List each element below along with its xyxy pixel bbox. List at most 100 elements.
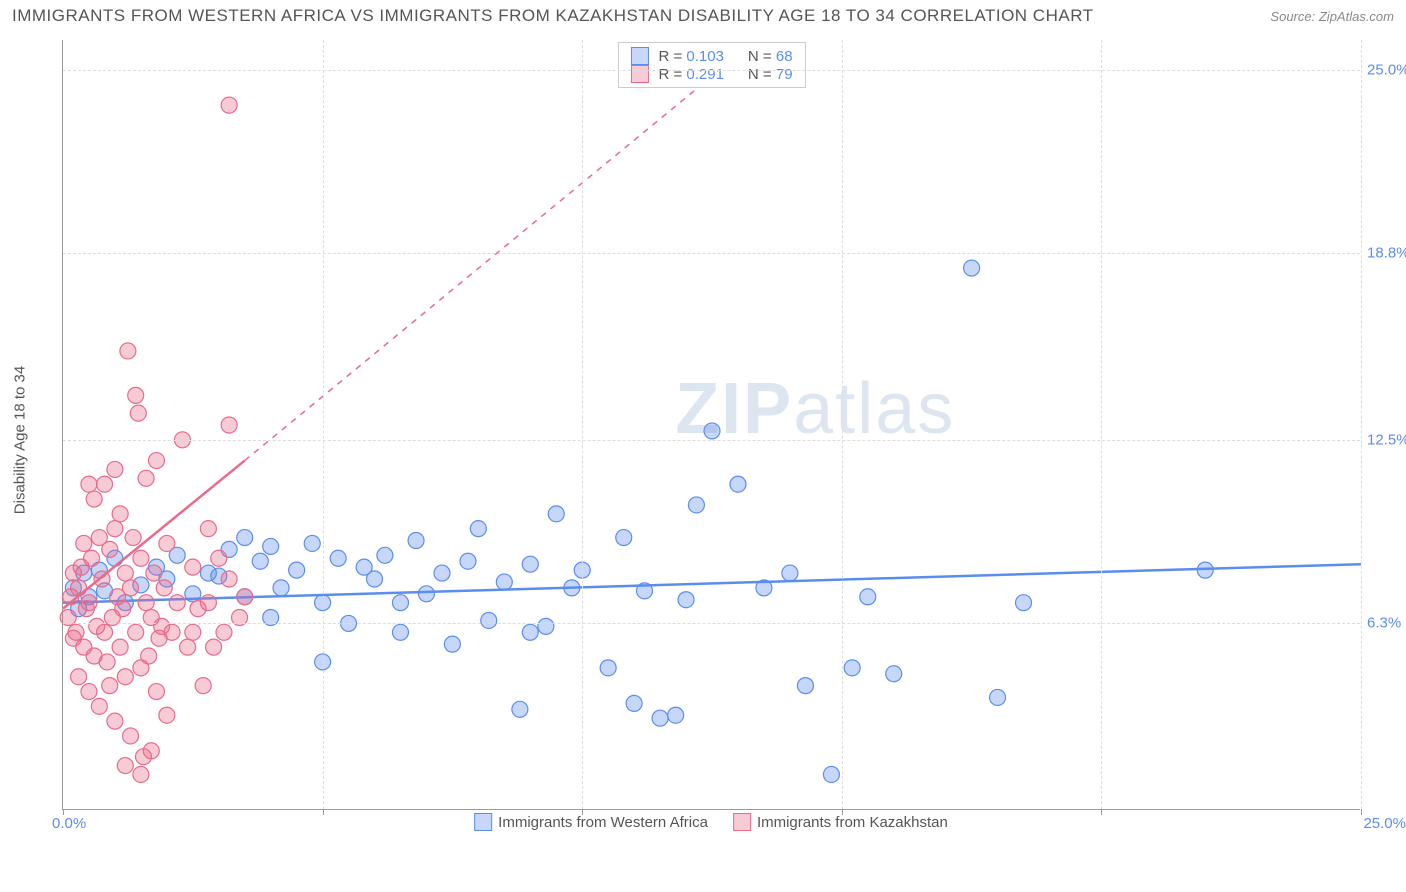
- scatter-point: [156, 580, 172, 596]
- series-legend: Immigrants from Western Africa Immigrants…: [474, 813, 948, 831]
- scatter-point: [107, 521, 123, 537]
- scatter-point: [133, 550, 149, 566]
- gridline-horizontal: [63, 623, 1360, 624]
- scatter-point: [496, 574, 512, 590]
- scatter-point: [844, 660, 860, 676]
- scatter-point: [185, 559, 201, 575]
- scatter-point: [128, 624, 144, 640]
- scatter-point: [548, 506, 564, 522]
- scatter-point: [823, 766, 839, 782]
- scatter-point: [304, 535, 320, 551]
- scatter-point: [130, 405, 146, 421]
- scatter-point: [1016, 595, 1032, 611]
- legend-label: Immigrants from Kazakhstan: [757, 814, 948, 831]
- scatter-point: [141, 648, 157, 664]
- scatter-point: [797, 678, 813, 694]
- legend-item: Immigrants from Western Africa: [474, 813, 708, 831]
- scatter-point: [289, 562, 305, 578]
- scatter-point: [122, 728, 138, 744]
- y-axis-label: Disability Age 18 to 34: [12, 366, 29, 514]
- scatter-point: [107, 461, 123, 477]
- source-attribution: Source: ZipAtlas.com: [1270, 9, 1394, 24]
- stats-legend-box: R = 0.103N = 68R = 0.291N = 79: [617, 42, 805, 88]
- gridline-vertical: [323, 40, 324, 809]
- scatter-point: [200, 595, 216, 611]
- scatter-point: [522, 624, 538, 640]
- scatter-point: [169, 595, 185, 611]
- gridline-horizontal: [63, 253, 1360, 254]
- scatter-point: [273, 580, 289, 596]
- y-tick-label: 25.0%: [1367, 61, 1406, 78]
- scatter-point: [330, 550, 346, 566]
- scatter-point: [122, 580, 138, 596]
- scatter-point: [81, 476, 97, 492]
- scatter-point: [704, 423, 720, 439]
- scatter-point: [408, 533, 424, 549]
- scatter-point: [148, 684, 164, 700]
- chart-container: Disability Age 18 to 34 ZIPatlas R = 0.1…: [50, 40, 1390, 840]
- gridline-vertical: [582, 40, 583, 809]
- scatter-point: [143, 743, 159, 759]
- scatter-point: [221, 571, 237, 587]
- gridline-horizontal: [63, 70, 1360, 71]
- scatter-point: [481, 612, 497, 628]
- scatter-point: [470, 521, 486, 537]
- scatter-point: [392, 624, 408, 640]
- scatter-point: [97, 624, 113, 640]
- scatter-point: [216, 624, 232, 640]
- scatter-point: [616, 530, 632, 546]
- scatter-point: [418, 586, 434, 602]
- scatter-point: [392, 595, 408, 611]
- y-tick-label: 12.5%: [1367, 431, 1406, 448]
- scatter-point: [115, 601, 131, 617]
- scatter-point: [964, 260, 980, 276]
- scatter-plot-svg: [63, 40, 1360, 809]
- scatter-point: [522, 556, 538, 572]
- scatter-point: [206, 639, 222, 655]
- scatter-point: [99, 654, 115, 670]
- plot-area: ZIPatlas R = 0.103N = 68R = 0.291N = 79 …: [62, 40, 1360, 810]
- legend-swatch: [733, 813, 751, 831]
- scatter-point: [71, 669, 87, 685]
- scatter-point: [138, 470, 154, 486]
- scatter-point: [81, 684, 97, 700]
- scatter-point: [221, 417, 237, 433]
- scatter-point: [84, 550, 100, 566]
- scatter-point: [237, 530, 253, 546]
- y-tick-label: 18.8%: [1367, 245, 1406, 262]
- scatter-point: [782, 565, 798, 581]
- stats-row: R = 0.103N = 68: [630, 47, 792, 65]
- scatter-point: [112, 506, 128, 522]
- scatter-point: [434, 565, 450, 581]
- x-tick: [1361, 809, 1362, 815]
- gridline-vertical: [1361, 40, 1362, 809]
- scatter-point: [367, 571, 383, 587]
- scatter-point: [221, 97, 237, 113]
- scatter-point: [159, 535, 175, 551]
- gridline-vertical: [842, 40, 843, 809]
- gridline-horizontal: [63, 440, 1360, 441]
- trend-line-extrapolated: [245, 55, 738, 461]
- scatter-point: [133, 766, 149, 782]
- scatter-point: [117, 565, 133, 581]
- source-link[interactable]: ZipAtlas.com: [1319, 9, 1394, 24]
- scatter-point: [180, 639, 196, 655]
- scatter-point: [68, 624, 84, 640]
- scatter-point: [626, 695, 642, 711]
- legend-swatch: [630, 65, 648, 83]
- x-max-label: 25.0%: [1363, 815, 1406, 832]
- scatter-point: [990, 689, 1006, 705]
- scatter-point: [107, 713, 123, 729]
- trend-line: [63, 564, 1361, 603]
- scatter-point: [460, 553, 476, 569]
- scatter-point: [263, 538, 279, 554]
- y-tick-label: 6.3%: [1367, 615, 1406, 632]
- x-min-label: 0.0%: [52, 815, 86, 832]
- scatter-point: [102, 541, 118, 557]
- scatter-point: [538, 618, 554, 634]
- x-axis-labels: 0.0% Immigrants from Western AfricaImmig…: [62, 815, 1360, 840]
- scatter-point: [237, 589, 253, 605]
- scatter-point: [97, 476, 113, 492]
- scatter-point: [112, 639, 128, 655]
- stats-row: R = 0.291N = 79: [630, 65, 792, 83]
